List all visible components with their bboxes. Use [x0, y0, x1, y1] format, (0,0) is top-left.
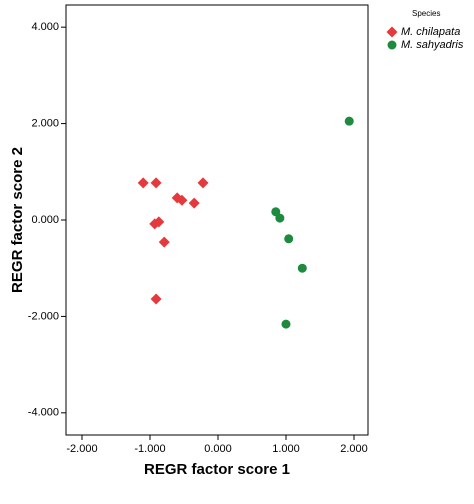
x-tick-label: -2.000 — [66, 443, 97, 455]
point — [344, 116, 354, 126]
point — [275, 213, 285, 223]
legend-marker — [387, 40, 397, 50]
legend-title: Species — [412, 9, 440, 18]
x-tick-label: 1.000 — [272, 443, 300, 455]
x-tick-label: 2.000 — [340, 443, 368, 455]
point — [281, 319, 291, 329]
plot-frame — [65, 4, 369, 436]
legend-label: M. sahyadris — [401, 39, 464, 51]
y-tick-label: -4.000 — [28, 407, 59, 419]
legend-marker — [386, 26, 398, 38]
point — [188, 197, 200, 209]
point — [153, 216, 165, 228]
x-axis-title: REGR factor score 1 — [144, 461, 290, 478]
y-tick-label: 2.000 — [31, 117, 59, 129]
point — [137, 177, 149, 189]
legend-label: M. chilapata — [401, 26, 460, 38]
point — [284, 234, 294, 244]
y-axis-title: REGR factor score 2 — [9, 147, 26, 293]
point — [150, 177, 162, 189]
point — [176, 194, 188, 206]
point — [297, 263, 307, 273]
y-tick-label: -2.000 — [28, 310, 59, 322]
point — [150, 293, 162, 305]
y-tick-label: 0.000 — [31, 214, 59, 226]
x-tick-label: 0.000 — [204, 443, 232, 455]
y-tick-label: 4.000 — [31, 21, 59, 33]
point — [158, 236, 170, 248]
point — [197, 177, 209, 189]
x-tick-label: -1.000 — [134, 443, 165, 455]
